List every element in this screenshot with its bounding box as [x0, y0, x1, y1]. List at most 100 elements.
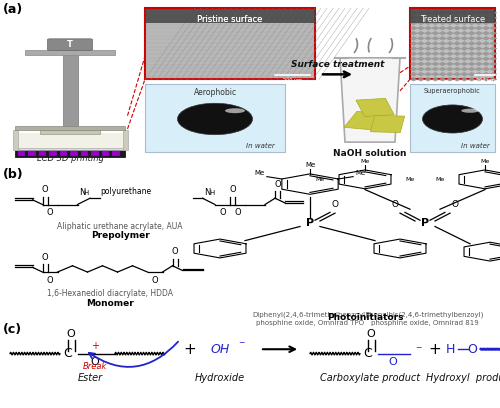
- Text: T: T: [67, 40, 73, 49]
- Polygon shape: [446, 72, 454, 76]
- Polygon shape: [410, 36, 417, 40]
- Text: Pristine surface: Pristine surface: [198, 15, 262, 24]
- Polygon shape: [490, 36, 497, 40]
- Text: Me: Me: [316, 177, 324, 182]
- Polygon shape: [432, 78, 439, 81]
- Text: Pristine surface: Pristine surface: [198, 15, 262, 24]
- Text: Me: Me: [254, 170, 264, 176]
- Polygon shape: [432, 57, 439, 61]
- Text: O: O: [66, 329, 76, 339]
- Polygon shape: [461, 42, 468, 45]
- Text: O: O: [452, 200, 458, 209]
- Polygon shape: [424, 42, 432, 45]
- Polygon shape: [446, 57, 454, 61]
- Polygon shape: [454, 67, 461, 71]
- Polygon shape: [344, 111, 386, 130]
- Polygon shape: [461, 11, 468, 15]
- Polygon shape: [424, 57, 432, 61]
- Polygon shape: [468, 78, 475, 81]
- Text: 1,6-Hexanediol diacrylate, HDDA: 1,6-Hexanediol diacrylate, HDDA: [47, 289, 173, 298]
- Polygon shape: [446, 36, 454, 40]
- Ellipse shape: [461, 109, 479, 113]
- Text: Hydroxyl  product: Hydroxyl product: [426, 373, 500, 383]
- Text: O: O: [172, 247, 178, 256]
- Polygon shape: [410, 62, 417, 66]
- Polygon shape: [446, 21, 454, 25]
- Polygon shape: [424, 47, 432, 51]
- Polygon shape: [475, 67, 482, 71]
- Polygon shape: [461, 31, 468, 35]
- Text: Me: Me: [360, 159, 370, 164]
- Polygon shape: [490, 57, 497, 61]
- Text: O: O: [468, 343, 477, 356]
- Bar: [80, 151, 88, 156]
- Text: O: O: [388, 357, 397, 367]
- Ellipse shape: [225, 108, 245, 113]
- Text: Phenylbis(2,4,6-trimethylbenzoyl)
phosphine oxide, Omnirad 819: Phenylbis(2,4,6-trimethylbenzoyl) phosph…: [366, 311, 484, 326]
- Polygon shape: [461, 26, 468, 30]
- Text: O: O: [366, 329, 376, 339]
- Polygon shape: [482, 26, 490, 30]
- Polygon shape: [468, 31, 475, 35]
- Polygon shape: [439, 72, 446, 76]
- Polygon shape: [424, 62, 432, 66]
- Polygon shape: [454, 52, 461, 55]
- Text: Me: Me: [436, 177, 444, 182]
- Polygon shape: [490, 62, 497, 66]
- Text: LCD 3D printing: LCD 3D printing: [36, 154, 104, 163]
- Text: Me: Me: [480, 159, 490, 164]
- Polygon shape: [410, 31, 417, 35]
- Text: +: +: [428, 342, 442, 357]
- Polygon shape: [490, 16, 497, 20]
- Polygon shape: [446, 11, 454, 15]
- Polygon shape: [468, 36, 475, 40]
- Polygon shape: [461, 52, 468, 55]
- Polygon shape: [432, 42, 439, 45]
- Bar: [15, 133, 125, 148]
- Text: $^{-}$: $^{-}$: [415, 345, 422, 355]
- Polygon shape: [417, 31, 424, 35]
- Text: $^{-}$: $^{-}$: [238, 341, 245, 351]
- Text: C: C: [363, 347, 372, 360]
- Polygon shape: [410, 26, 417, 30]
- Polygon shape: [482, 52, 490, 55]
- Bar: [70, 151, 78, 156]
- Polygon shape: [424, 21, 432, 25]
- Text: H: H: [209, 190, 214, 196]
- Polygon shape: [454, 78, 461, 81]
- Text: N: N: [80, 188, 86, 197]
- Polygon shape: [490, 47, 497, 51]
- Text: O: O: [46, 276, 54, 285]
- Text: (b): (b): [2, 168, 23, 181]
- Polygon shape: [439, 42, 446, 45]
- Polygon shape: [475, 57, 482, 61]
- Text: In water: In water: [461, 143, 490, 149]
- Polygon shape: [424, 16, 432, 20]
- Polygon shape: [410, 21, 417, 25]
- Bar: [60, 151, 67, 156]
- Bar: [12, 130, 18, 150]
- Polygon shape: [468, 11, 475, 15]
- Polygon shape: [468, 57, 475, 61]
- Polygon shape: [490, 78, 497, 81]
- Text: Superaerophobic: Superaerophobic: [424, 88, 481, 93]
- Polygon shape: [475, 26, 482, 30]
- Polygon shape: [461, 21, 468, 25]
- Polygon shape: [417, 67, 424, 71]
- Polygon shape: [490, 67, 497, 71]
- Polygon shape: [490, 11, 497, 15]
- Polygon shape: [417, 36, 424, 40]
- Polygon shape: [340, 58, 400, 142]
- Text: OH: OH: [210, 343, 230, 356]
- Text: (a): (a): [2, 3, 23, 16]
- Polygon shape: [475, 78, 482, 81]
- Text: O: O: [274, 180, 281, 189]
- Polygon shape: [446, 47, 454, 51]
- Polygon shape: [439, 62, 446, 66]
- Polygon shape: [490, 26, 497, 30]
- Polygon shape: [490, 21, 497, 25]
- Bar: [62, 51, 78, 126]
- Polygon shape: [482, 36, 490, 40]
- Polygon shape: [475, 72, 482, 76]
- Polygon shape: [454, 26, 461, 30]
